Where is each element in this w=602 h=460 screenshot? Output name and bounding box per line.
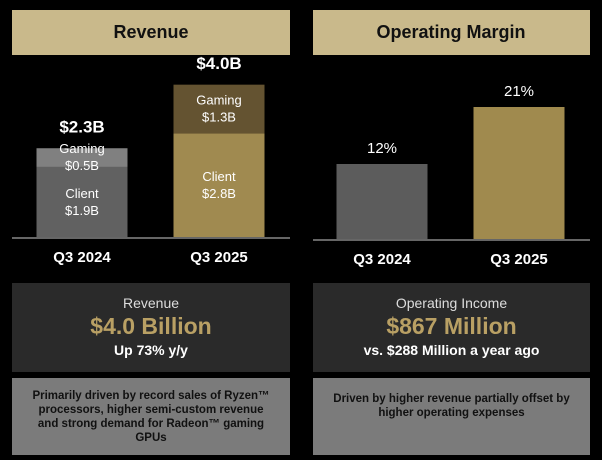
title-box — [313, 10, 590, 55]
panel-heading: Revenue — [122, 295, 180, 311]
chart-title: Revenue — [113, 22, 188, 42]
bar-segment — [173, 84, 265, 134]
x-tick-label: Q3 2025 — [190, 249, 248, 266]
data-label: $1.9B — [65, 203, 99, 218]
panel-headline: $4.0 Billion — [90, 313, 212, 339]
chart-title: Operating Margin — [376, 22, 525, 42]
data-label: $0.5B — [65, 158, 99, 173]
data-label: 21% — [504, 83, 534, 100]
bar — [473, 107, 565, 240]
note-text: Driven by higher revenue partially offse… — [333, 393, 570, 419]
bar-segment — [173, 133, 265, 238]
data-label: $2.8B — [202, 186, 236, 201]
x-tick-label: Q3 2025 — [490, 251, 548, 268]
bar — [336, 164, 428, 240]
note-box: Primarily driven by record sales of Ryze… — [12, 378, 290, 455]
segment-name: Gaming — [196, 92, 242, 107]
panel-subline: Up 73% y/y — [114, 342, 188, 358]
data-label: $1.3B — [202, 109, 236, 124]
bar-segment — [36, 148, 128, 167]
summary-panel: Operating Income $867 Million vs. $288 M… — [313, 283, 590, 372]
panel-subline: vs. $288 Million a year ago — [363, 342, 540, 358]
x-tick-label: Q3 2024 — [353, 251, 411, 268]
panel-headline: $867 Million — [386, 313, 517, 339]
bar-segment — [36, 166, 128, 238]
data-label: 12% — [367, 140, 397, 157]
total-label: $2.3B — [59, 118, 104, 137]
segment-name: Client — [65, 186, 99, 201]
x-tick-label: Q3 2024 — [53, 249, 111, 266]
total-label: $4.0B — [196, 54, 241, 73]
note-text: Primarily driven by record sales of Ryze… — [32, 389, 270, 444]
panel-heading: Operating Income — [395, 295, 508, 311]
summary-panel: Revenue $4.0 Billion Up 73% y/y — [12, 283, 290, 372]
segment-name: Gaming — [59, 141, 105, 156]
title-box — [12, 10, 290, 55]
segment-name: Client — [202, 169, 236, 184]
note-box: Driven by higher revenue partially offse… — [313, 378, 590, 455]
